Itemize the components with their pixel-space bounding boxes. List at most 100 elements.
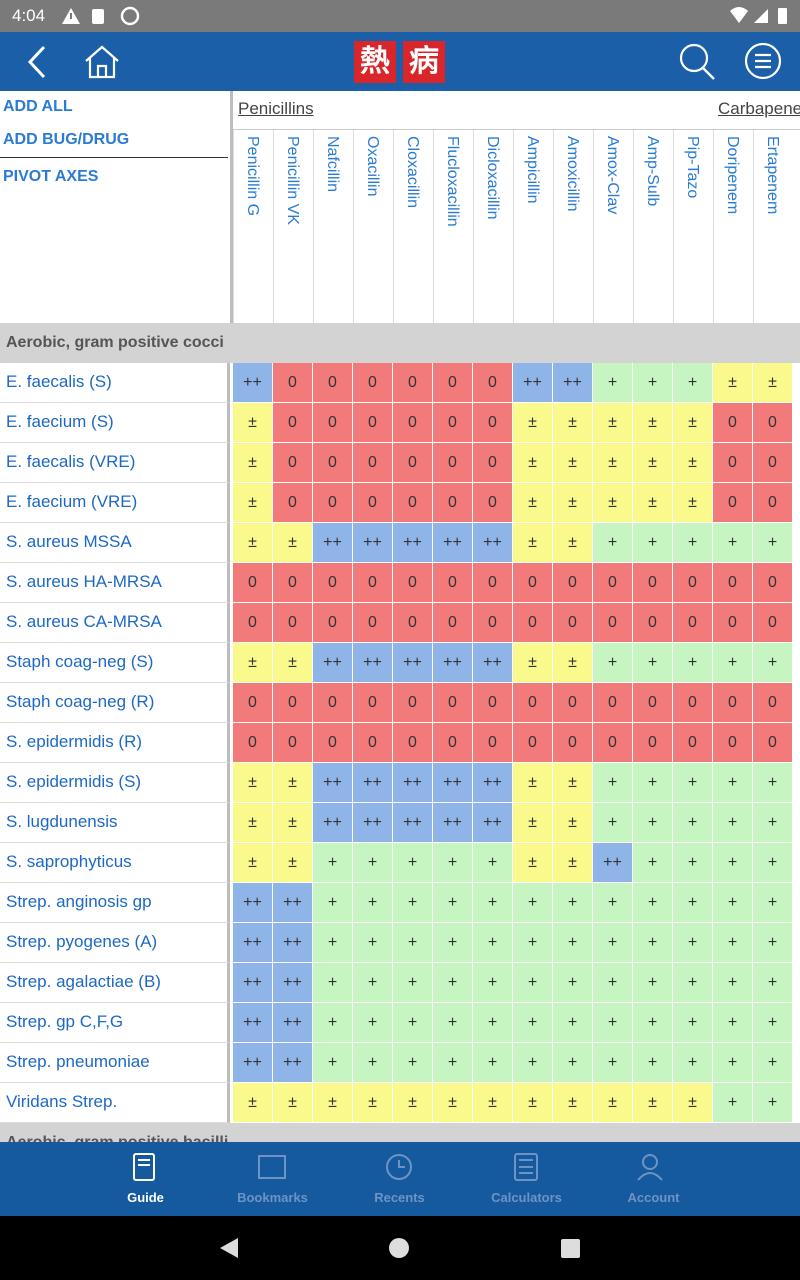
susceptibility-cell[interactable]: ± (633, 483, 673, 523)
susceptibility-cell[interactable]: ++ (233, 923, 273, 963)
susceptibility-cell[interactable]: + (633, 963, 673, 1003)
susceptibility-cell[interactable]: + (553, 1043, 593, 1083)
susceptibility-cell[interactable]: ++ (433, 643, 473, 683)
susceptibility-cell[interactable]: + (513, 1003, 553, 1043)
susceptibility-cell[interactable]: 0 (473, 363, 513, 403)
susceptibility-cell[interactable]: 0 (353, 363, 393, 403)
susceptibility-cell[interactable]: 0 (313, 683, 353, 723)
susceptibility-cell[interactable]: ± (673, 443, 713, 483)
susceptibility-cell[interactable]: ± (553, 803, 593, 843)
susceptibility-cell[interactable]: + (313, 923, 353, 963)
susceptibility-cell[interactable]: 0 (473, 603, 513, 643)
susceptibility-cell[interactable]: ++ (473, 643, 513, 683)
susceptibility-cell[interactable]: + (513, 963, 553, 1003)
susceptibility-cell[interactable]: 0 (713, 683, 753, 723)
susceptibility-cell[interactable]: + (553, 923, 593, 963)
susceptibility-cell[interactable]: 0 (393, 483, 433, 523)
susceptibility-cell[interactable]: + (753, 963, 793, 1003)
susceptibility-cell[interactable]: ++ (393, 523, 433, 563)
column-header-cell[interactable]: Flucloxacillin (433, 130, 473, 323)
susceptibility-cell[interactable]: 0 (753, 683, 793, 723)
susceptibility-cell[interactable]: 0 (553, 683, 593, 723)
susceptibility-cell[interactable]: ± (553, 443, 593, 483)
susceptibility-cell[interactable]: ± (673, 483, 713, 523)
susceptibility-cell[interactable]: ++ (393, 763, 433, 803)
susceptibility-cell[interactable]: 0 (233, 683, 273, 723)
nav-item[interactable]: Account (590, 1142, 717, 1216)
susceptibility-cell[interactable]: ± (233, 523, 273, 563)
susceptibility-cell[interactable]: ++ (393, 803, 433, 843)
susceptibility-cell[interactable]: 0 (233, 563, 273, 603)
susceptibility-cell[interactable]: + (713, 1003, 753, 1043)
susceptibility-cell[interactable]: ± (273, 523, 313, 563)
susceptibility-cell[interactable]: + (353, 923, 393, 963)
row-label[interactable]: E. faecalis (S) (0, 363, 230, 403)
susceptibility-cell[interactable]: 0 (353, 723, 393, 763)
susceptibility-cell[interactable]: + (673, 363, 713, 403)
susceptibility-cell[interactable]: ++ (513, 363, 553, 403)
susceptibility-cell[interactable]: ± (513, 523, 553, 563)
susceptibility-cell[interactable]: 0 (273, 563, 313, 603)
susceptibility-cell[interactable]: ++ (273, 963, 313, 1003)
susceptibility-cell[interactable]: ± (473, 1083, 513, 1123)
susceptibility-cell[interactable]: + (433, 883, 473, 923)
susceptibility-cell[interactable]: + (753, 643, 793, 683)
susceptibility-cell[interactable]: 0 (713, 443, 753, 483)
susceptibility-cell[interactable]: + (673, 643, 713, 683)
susceptibility-cell[interactable]: ± (553, 403, 593, 443)
row-label[interactable]: S. saprophyticus (0, 843, 230, 883)
susceptibility-cell[interactable]: ± (233, 1083, 273, 1123)
susceptibility-cell[interactable]: 0 (353, 683, 393, 723)
susceptibility-cell[interactable]: ± (673, 403, 713, 443)
susceptibility-cell[interactable]: 0 (753, 483, 793, 523)
susceptibility-cell[interactable]: + (473, 843, 513, 883)
susceptibility-cell[interactable]: ++ (473, 763, 513, 803)
susceptibility-cell[interactable]: + (713, 963, 753, 1003)
susceptibility-cell[interactable]: + (513, 923, 553, 963)
susceptibility-cell[interactable]: 0 (633, 603, 673, 643)
susceptibility-cell[interactable]: 0 (593, 563, 633, 603)
row-label[interactable]: E. faecium (S) (0, 403, 230, 443)
row-label[interactable]: Strep. agalactiae (B) (0, 963, 230, 1003)
susceptibility-cell[interactable]: ± (273, 643, 313, 683)
susceptibility-cell[interactable]: ± (593, 483, 633, 523)
susceptibility-cell[interactable]: + (593, 923, 633, 963)
row-label[interactable]: Viridans Strep. (0, 1083, 230, 1123)
susceptibility-cell[interactable]: + (433, 963, 473, 1003)
susceptibility-cell[interactable]: 0 (513, 723, 553, 763)
susceptibility-cell[interactable]: ++ (313, 643, 353, 683)
susceptibility-cell[interactable]: + (633, 643, 673, 683)
susceptibility-cell[interactable]: + (753, 883, 793, 923)
susceptibility-cell[interactable]: 0 (753, 403, 793, 443)
susceptibility-cell[interactable]: + (313, 1003, 353, 1043)
susceptibility-cell[interactable]: 0 (753, 443, 793, 483)
susceptibility-cell[interactable]: + (753, 923, 793, 963)
susceptibility-cell[interactable]: 0 (313, 603, 353, 643)
susceptibility-cell[interactable]: + (673, 883, 713, 923)
column-header-cell[interactable]: Penicillin VK (273, 130, 313, 323)
susceptibility-cell[interactable]: 0 (353, 563, 393, 603)
susceptibility-cell[interactable]: + (713, 923, 753, 963)
row-label[interactable]: S. epidermidis (R) (0, 723, 230, 763)
susceptibility-cell[interactable]: ± (233, 763, 273, 803)
susceptibility-cell[interactable]: 0 (313, 403, 353, 443)
susceptibility-cell[interactable]: ± (713, 363, 753, 403)
row-label[interactable]: E. faecium (VRE) (0, 483, 230, 523)
susceptibility-cell[interactable]: 0 (473, 563, 513, 603)
susceptibility-cell[interactable]: ++ (273, 883, 313, 923)
susceptibility-cell[interactable]: + (473, 963, 513, 1003)
susceptibility-cell[interactable]: + (433, 1003, 473, 1043)
column-header-cell[interactable]: Cloxacillin (393, 130, 433, 323)
action-link[interactable]: ADD ALL (3, 98, 73, 115)
susceptibility-cell[interactable]: + (553, 883, 593, 923)
susceptibility-cell[interactable]: ± (233, 443, 273, 483)
susceptibility-cell[interactable]: + (513, 1043, 553, 1083)
susceptibility-cell[interactable]: + (673, 843, 713, 883)
susceptibility-cell[interactable]: + (753, 763, 793, 803)
susceptibility-cell[interactable]: 0 (753, 603, 793, 643)
column-header-cell[interactable]: Doripenem (713, 130, 753, 323)
susceptibility-cell[interactable]: 0 (633, 563, 673, 603)
susceptibility-cell[interactable]: ± (233, 803, 273, 843)
column-header-cell[interactable]: Nafcillin (313, 130, 353, 323)
susceptibility-cell[interactable]: ± (553, 1083, 593, 1123)
